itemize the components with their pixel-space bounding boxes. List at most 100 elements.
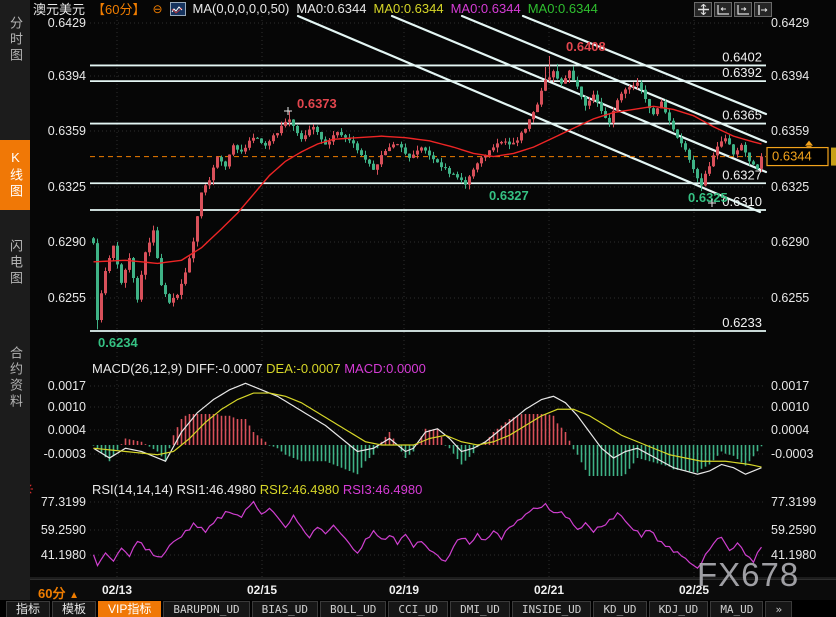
period-selector[interactable]: 60分 ▲ [38, 586, 79, 601]
rsi1-value: RSI1:46.4980 [176, 482, 257, 497]
svg-text:0.6408: 0.6408 [566, 39, 606, 54]
timeframe-label: 【60分】 [92, 2, 146, 17]
rsi2-value: RSI2:46.4980 [259, 482, 340, 497]
svg-text:41.1980: 41.1980 [41, 548, 86, 562]
pan-right-icon[interactable] [754, 2, 772, 17]
period-arrow-icon: ▲ [69, 590, 79, 601]
sidebar-item-K线图[interactable]: K线图 [0, 140, 30, 210]
x-axis-date: 02/21 [533, 583, 565, 597]
svg-text:0.6310: 0.6310 [722, 194, 762, 209]
svg-text:0.6359: 0.6359 [48, 124, 86, 138]
svg-text:0.6325: 0.6325 [688, 190, 728, 205]
svg-text:0.6429: 0.6429 [771, 16, 809, 30]
fit-chart-icon[interactable] [694, 2, 712, 17]
svg-text:0.6429: 0.6429 [48, 16, 86, 30]
svg-text:0.6394: 0.6394 [48, 69, 86, 83]
toolbar-tab-指标[interactable]: 指标 [6, 601, 51, 617]
symbol-title: 澳元美元 [33, 2, 86, 17]
main-chart-canvas[interactable]: 0.64020.63920.63650.63270.63100.62330.64… [0, 0, 836, 600]
ma-value-2: MA0:0.6344 [450, 1, 521, 16]
ma-formula: MA(0,0,0,0,0,50) [192, 1, 290, 16]
svg-text:0.6373: 0.6373 [297, 96, 337, 111]
svg-text:0.0017: 0.0017 [771, 379, 809, 393]
price-annotations: 0.6408 0.6373 0.6327 0.6325 0.6234 [98, 39, 728, 350]
svg-text:0.0004: 0.0004 [771, 423, 809, 437]
rsi-header: RSI(14,14,14) RSI1:46.4980 RSI2:46.4980 … [92, 482, 422, 497]
price-axis-labels: 0.6429 0.6429 0.6394 0.6394 0.6359 0.6359 0.63… [48, 16, 810, 305]
toolbar-tab-KD_UD[interactable]: KD_UD [593, 601, 647, 617]
macd-header: MACD(26,12,9) DIFF:-0.0007 DEA:-0.0007 M… [92, 361, 426, 376]
svg-text:59.2590: 59.2590 [771, 523, 816, 537]
svg-text:0.6359: 0.6359 [771, 124, 809, 138]
macd-diff-line [93, 382, 762, 475]
toolbar-tab-BARUPDN_UD[interactable]: BARUPDN_UD [163, 601, 250, 617]
svg-text:77.3199: 77.3199 [771, 495, 816, 509]
svg-text:0.6234: 0.6234 [98, 335, 139, 350]
svg-text:0.0004: 0.0004 [48, 423, 86, 437]
fx678-watermark: FX678 [697, 556, 800, 593]
macd-dea-value: DEA:-0.0007 [266, 361, 341, 376]
collapse-icon[interactable]: ⊖ [152, 1, 163, 16]
svg-text:0.6402: 0.6402 [722, 49, 762, 64]
toolbar-tab-MA_UD[interactable]: MA_UD [710, 601, 764, 617]
left-sidebar: 分时图 K线图闪电图合约资料 [0, 0, 30, 600]
toolbar-tab-VIP指标[interactable]: VIP指标 [98, 601, 162, 617]
svg-text:77.3199: 77.3199 [41, 495, 86, 509]
rsi-line [92, 500, 762, 569]
rsi3-value: RSI3:46.4980 [342, 482, 423, 497]
svg-text:0.6290: 0.6290 [48, 235, 86, 249]
rsi-axis-labels: 77.3199 77.3199 59.2590 59.2590 41.1980 41.19… [41, 495, 816, 562]
svg-text:0.6394: 0.6394 [771, 69, 809, 83]
toolbar-tab-CCI_UD[interactable]: CCI_UD [388, 601, 449, 617]
svg-text:0.6327: 0.6327 [489, 188, 529, 203]
toolbar-tab-INSIDE_UD[interactable]: INSIDE_UD [511, 601, 592, 617]
x-axis-date: 02/13 [101, 583, 133, 597]
current-price-tag: 0.6344 [766, 140, 836, 167]
svg-text:0.6365: 0.6365 [722, 108, 762, 123]
macd-axis-labels: 0.0017 0.0017 0.0010 0.0010 0.0004 0.0004 -0.0… [44, 379, 814, 461]
toolbar-tab-BIAS_UD[interactable]: BIAS_UD [251, 601, 318, 617]
svg-text:-0.0003: -0.0003 [44, 447, 86, 461]
sidebar-item-闪电图[interactable]: 闪电图 [8, 239, 23, 287]
macd-dea-line [93, 392, 762, 468]
toolbar-tab-BOLL_UD[interactable]: BOLL_UD [319, 601, 387, 617]
ma-values: MA0:0.6344 MA0:0.6344 MA0:0.6344 MA0:0.6344 [296, 1, 604, 16]
svg-text:0.0017: 0.0017 [48, 379, 86, 393]
svg-text:-0.0003: -0.0003 [771, 447, 813, 461]
svg-text:0.6255: 0.6255 [48, 291, 86, 305]
svg-text:0.6392: 0.6392 [722, 65, 762, 80]
svg-text:0.6325: 0.6325 [771, 180, 809, 194]
macd-histogram [92, 414, 763, 476]
indicator-toolbar: 指标 模板 VIP指标 BARUPDN_UD BIAS_UD BOLL_UD CCI_UD D… [0, 600, 836, 617]
x-axis-date: 02/19 [388, 583, 420, 597]
rsi-formula: RSI(14,14,14) [92, 482, 173, 497]
toolbar-tab-»[interactable]: » [765, 601, 793, 617]
svg-text:0.0010: 0.0010 [771, 400, 809, 414]
x-axis-date: 02/25 [678, 583, 710, 597]
mini-chart-icon [169, 1, 186, 16]
sidebar-item-合约资料[interactable]: 合约资料 [8, 346, 23, 410]
x-axis-timeline: 60分 ▲ 02/13 02/15 02/19 02/21 02/25 [0, 579, 836, 601]
toolbar-tab-DMI_UD[interactable]: DMI_UD [450, 601, 510, 617]
svg-text:59.2590: 59.2590 [41, 523, 86, 537]
sidebar-item-分时图[interactable]: 分时图 [8, 16, 23, 64]
scale-right-icon[interactable] [734, 2, 752, 17]
toolbar-tab-KDJ_UD[interactable]: KDJ_UD [648, 601, 709, 617]
scale-left-icon[interactable] [714, 2, 732, 17]
svg-text:0.6233: 0.6233 [722, 315, 762, 330]
macd-formula: MACD(26,12,9) [92, 361, 183, 376]
grid-horizontals [0, 22, 836, 579]
grid-verticals [116, 16, 695, 578]
ma-value-0: MA0:0.6344 [296, 1, 367, 16]
candles [92, 55, 763, 330]
ma-value-3: MA0:0.6344 [527, 1, 598, 16]
x-axis-date: 02/15 [246, 583, 278, 597]
macd-diff-value: DIFF:-0.0007 [185, 361, 263, 376]
macd-macd-value: MACD:0.0000 [344, 361, 426, 376]
svg-text:0.6255: 0.6255 [771, 291, 809, 305]
toolbar-tab-模板[interactable]: 模板 [52, 601, 97, 617]
svg-text:0.6325: 0.6325 [48, 180, 86, 194]
trend-lines [296, 14, 768, 214]
ma-value-1: MA0:0.6344 [373, 1, 444, 16]
